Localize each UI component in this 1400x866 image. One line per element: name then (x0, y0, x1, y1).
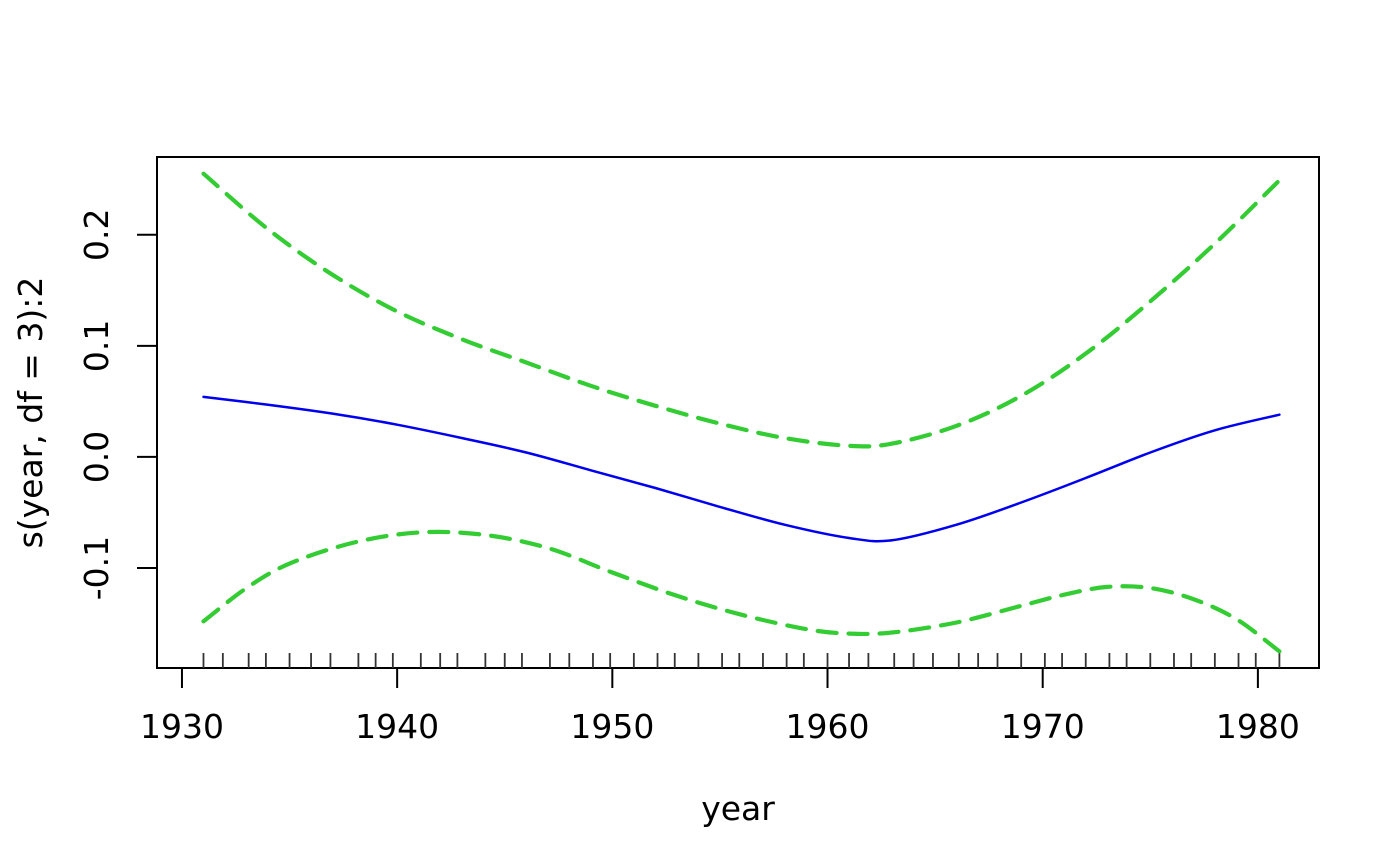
y-axis-label: s(year, df = 3):2 (11, 277, 50, 549)
plot-border-box (156, 156, 1320, 669)
y-tick-label: -0.1 (77, 536, 116, 600)
fitted-smooth-path (202, 395, 1281, 543)
y-tick-label: 0.2 (77, 209, 116, 261)
x-tick-label: 1940 (355, 707, 439, 746)
x-tick-label: 1970 (1001, 707, 1085, 746)
upper-se-curve-path (201, 171, 1282, 449)
y-axis-ticks: -0.1 0.0 0.1 0.2 (77, 209, 157, 600)
rug-marks (202, 653, 1281, 668)
x-axis-label: year (701, 789, 775, 828)
y-tick-label: 0.1 (77, 320, 116, 372)
x-tick-label: 1930 (140, 707, 224, 746)
curves (201, 171, 1282, 654)
x-tick-label: 1950 (570, 707, 654, 746)
y-tick-label: 0.0 (77, 431, 116, 483)
lower-se-curve-path (201, 529, 1282, 654)
x-tick-label: 1960 (786, 707, 870, 746)
x-tick-label: 1980 (1216, 707, 1300, 746)
x-axis-ticks: 1930 1940 1950 1960 1970 1980 (140, 668, 1300, 746)
